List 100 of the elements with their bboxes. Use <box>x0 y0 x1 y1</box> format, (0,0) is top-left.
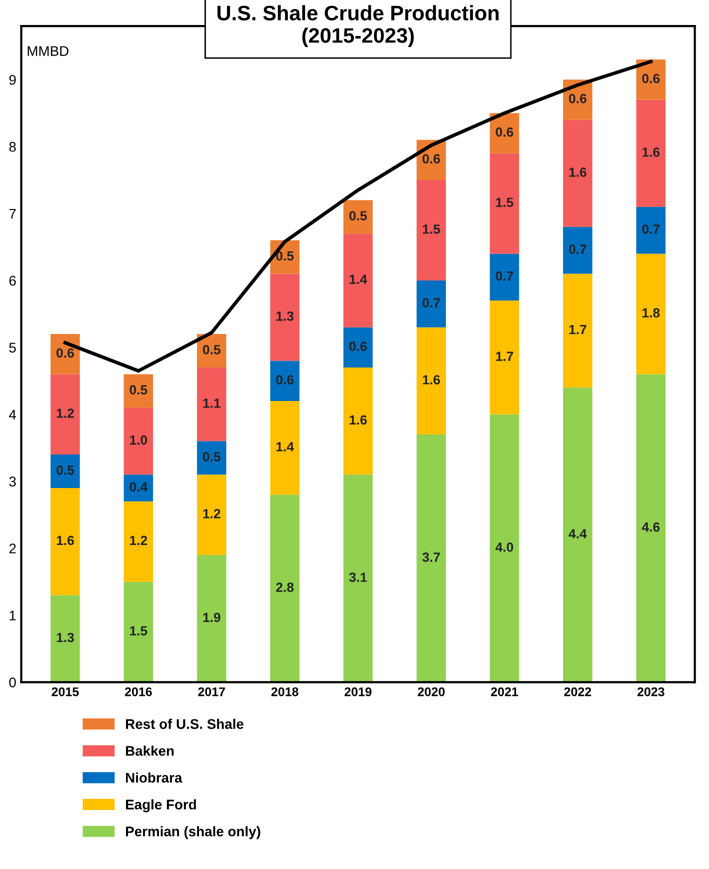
data-label: 0.6 <box>422 154 440 164</box>
bar <box>343 200 373 234</box>
bar <box>270 494 300 682</box>
data-label: 0.4 <box>130 482 148 492</box>
data-label: 0.5 <box>56 465 74 475</box>
data-label: 1.6 <box>642 147 660 157</box>
bar <box>563 120 592 227</box>
data-label: 0.5 <box>349 211 367 220</box>
bar <box>636 206 666 254</box>
bar <box>636 100 666 207</box>
data-label: 4.6 <box>642 522 660 532</box>
data-label: 1.6 <box>350 415 367 425</box>
data-label: 1.7 <box>496 352 514 361</box>
bar <box>343 368 373 475</box>
data-label: 0.6 <box>496 127 514 137</box>
bar <box>50 488 80 596</box>
data-label: 1.7 <box>569 325 586 334</box>
bar <box>563 274 592 388</box>
data-label: 1.9 <box>203 612 220 622</box>
bar <box>636 374 666 682</box>
bar <box>490 414 520 682</box>
data-label: 4.0 <box>496 542 514 552</box>
chart-title: U.S. Shale Crude Production (2015-2023) <box>218 5 499 47</box>
data-label: 0.6 <box>642 74 660 84</box>
data-label: 0.6 <box>56 348 74 358</box>
data-label: 0.6 <box>276 375 294 384</box>
bar <box>270 360 300 401</box>
data-label: 0.6 <box>349 342 367 351</box>
y-tick-label: 0 <box>9 678 16 688</box>
legend-label: Bakken <box>126 746 174 756</box>
y-tick-label: 2 <box>9 544 16 554</box>
data-label: 0.7 <box>496 271 514 281</box>
y-tick-label: 8 <box>9 142 16 152</box>
bar <box>343 474 373 682</box>
x-tick-label: 2018 <box>271 687 298 696</box>
data-label: 0.5 <box>202 452 220 462</box>
data-label: 0.5 <box>202 344 220 354</box>
bar <box>196 368 226 442</box>
y-tick-label: 4 <box>9 410 16 420</box>
y-axis-title: MMBD <box>28 46 68 56</box>
bar <box>416 327 446 434</box>
data-label: 1.5 <box>496 198 514 208</box>
data-label: 3.1 <box>349 572 367 582</box>
legend-label: Rest of U.S. Shale <box>126 718 244 729</box>
data-label: 0.6 <box>569 94 586 104</box>
y-tick-label: 1 <box>10 610 16 620</box>
data-label: 1.8 <box>642 308 660 318</box>
data-label: 4.4 <box>568 529 587 538</box>
x-tick-label: 2020 <box>418 687 445 696</box>
bar <box>563 226 592 274</box>
bar <box>124 474 154 502</box>
y-tick-label: 6 <box>9 276 16 286</box>
bar <box>490 153 520 254</box>
data-label: 1.4 <box>350 274 368 284</box>
bar <box>196 474 226 555</box>
data-label: 0.7 <box>569 244 586 254</box>
data-label: 1.4 <box>276 442 294 452</box>
bar <box>50 374 80 455</box>
x-tick-label: 2023 <box>637 687 664 696</box>
bar <box>343 234 373 328</box>
data-label: 1.6 <box>422 375 440 384</box>
legend-label: Permian (shale only) <box>126 826 260 840</box>
bar <box>490 300 520 414</box>
bar <box>124 582 154 682</box>
data-label: 1.5 <box>422 224 440 234</box>
data-label: 3.7 <box>422 552 440 562</box>
data-label: 1.2 <box>130 536 148 545</box>
bar <box>124 374 154 408</box>
data-label: 1.3 <box>56 632 74 642</box>
y-tick-label: 3 <box>9 476 16 486</box>
bar <box>563 388 592 682</box>
data-label: 2.8 <box>276 582 294 592</box>
bar <box>416 434 446 682</box>
y-tick-label: 7 <box>9 209 16 219</box>
bar <box>50 595 80 682</box>
bar <box>124 408 154 475</box>
x-tick-label: 2015 <box>52 687 79 696</box>
bar <box>270 400 300 495</box>
data-label: 1.3 <box>276 311 294 321</box>
data-label: 1.2 <box>203 508 220 518</box>
bar <box>124 501 154 582</box>
legend-label: Niobrara <box>126 772 182 783</box>
data-label: 1.1 <box>203 398 220 408</box>
data-label: 1.5 <box>130 626 148 636</box>
bar <box>270 274 300 361</box>
data-label: 1.2 <box>56 408 74 418</box>
data-label: 1.6 <box>569 168 586 177</box>
bar <box>196 554 226 682</box>
data-label: 1.6 <box>56 536 74 546</box>
x-tick-label: 2016 <box>124 687 152 696</box>
x-tick-label: 2022 <box>564 687 592 696</box>
data-label: 0.7 <box>422 298 440 308</box>
bar <box>636 254 666 374</box>
bar <box>196 441 226 475</box>
legend-label: Eagle Ford <box>126 799 196 812</box>
data-label: 1.0 <box>130 435 148 445</box>
y-tick-label: 5 <box>9 342 16 353</box>
data-label: 0.7 <box>642 224 660 234</box>
bar <box>416 180 446 280</box>
bar <box>50 454 80 488</box>
